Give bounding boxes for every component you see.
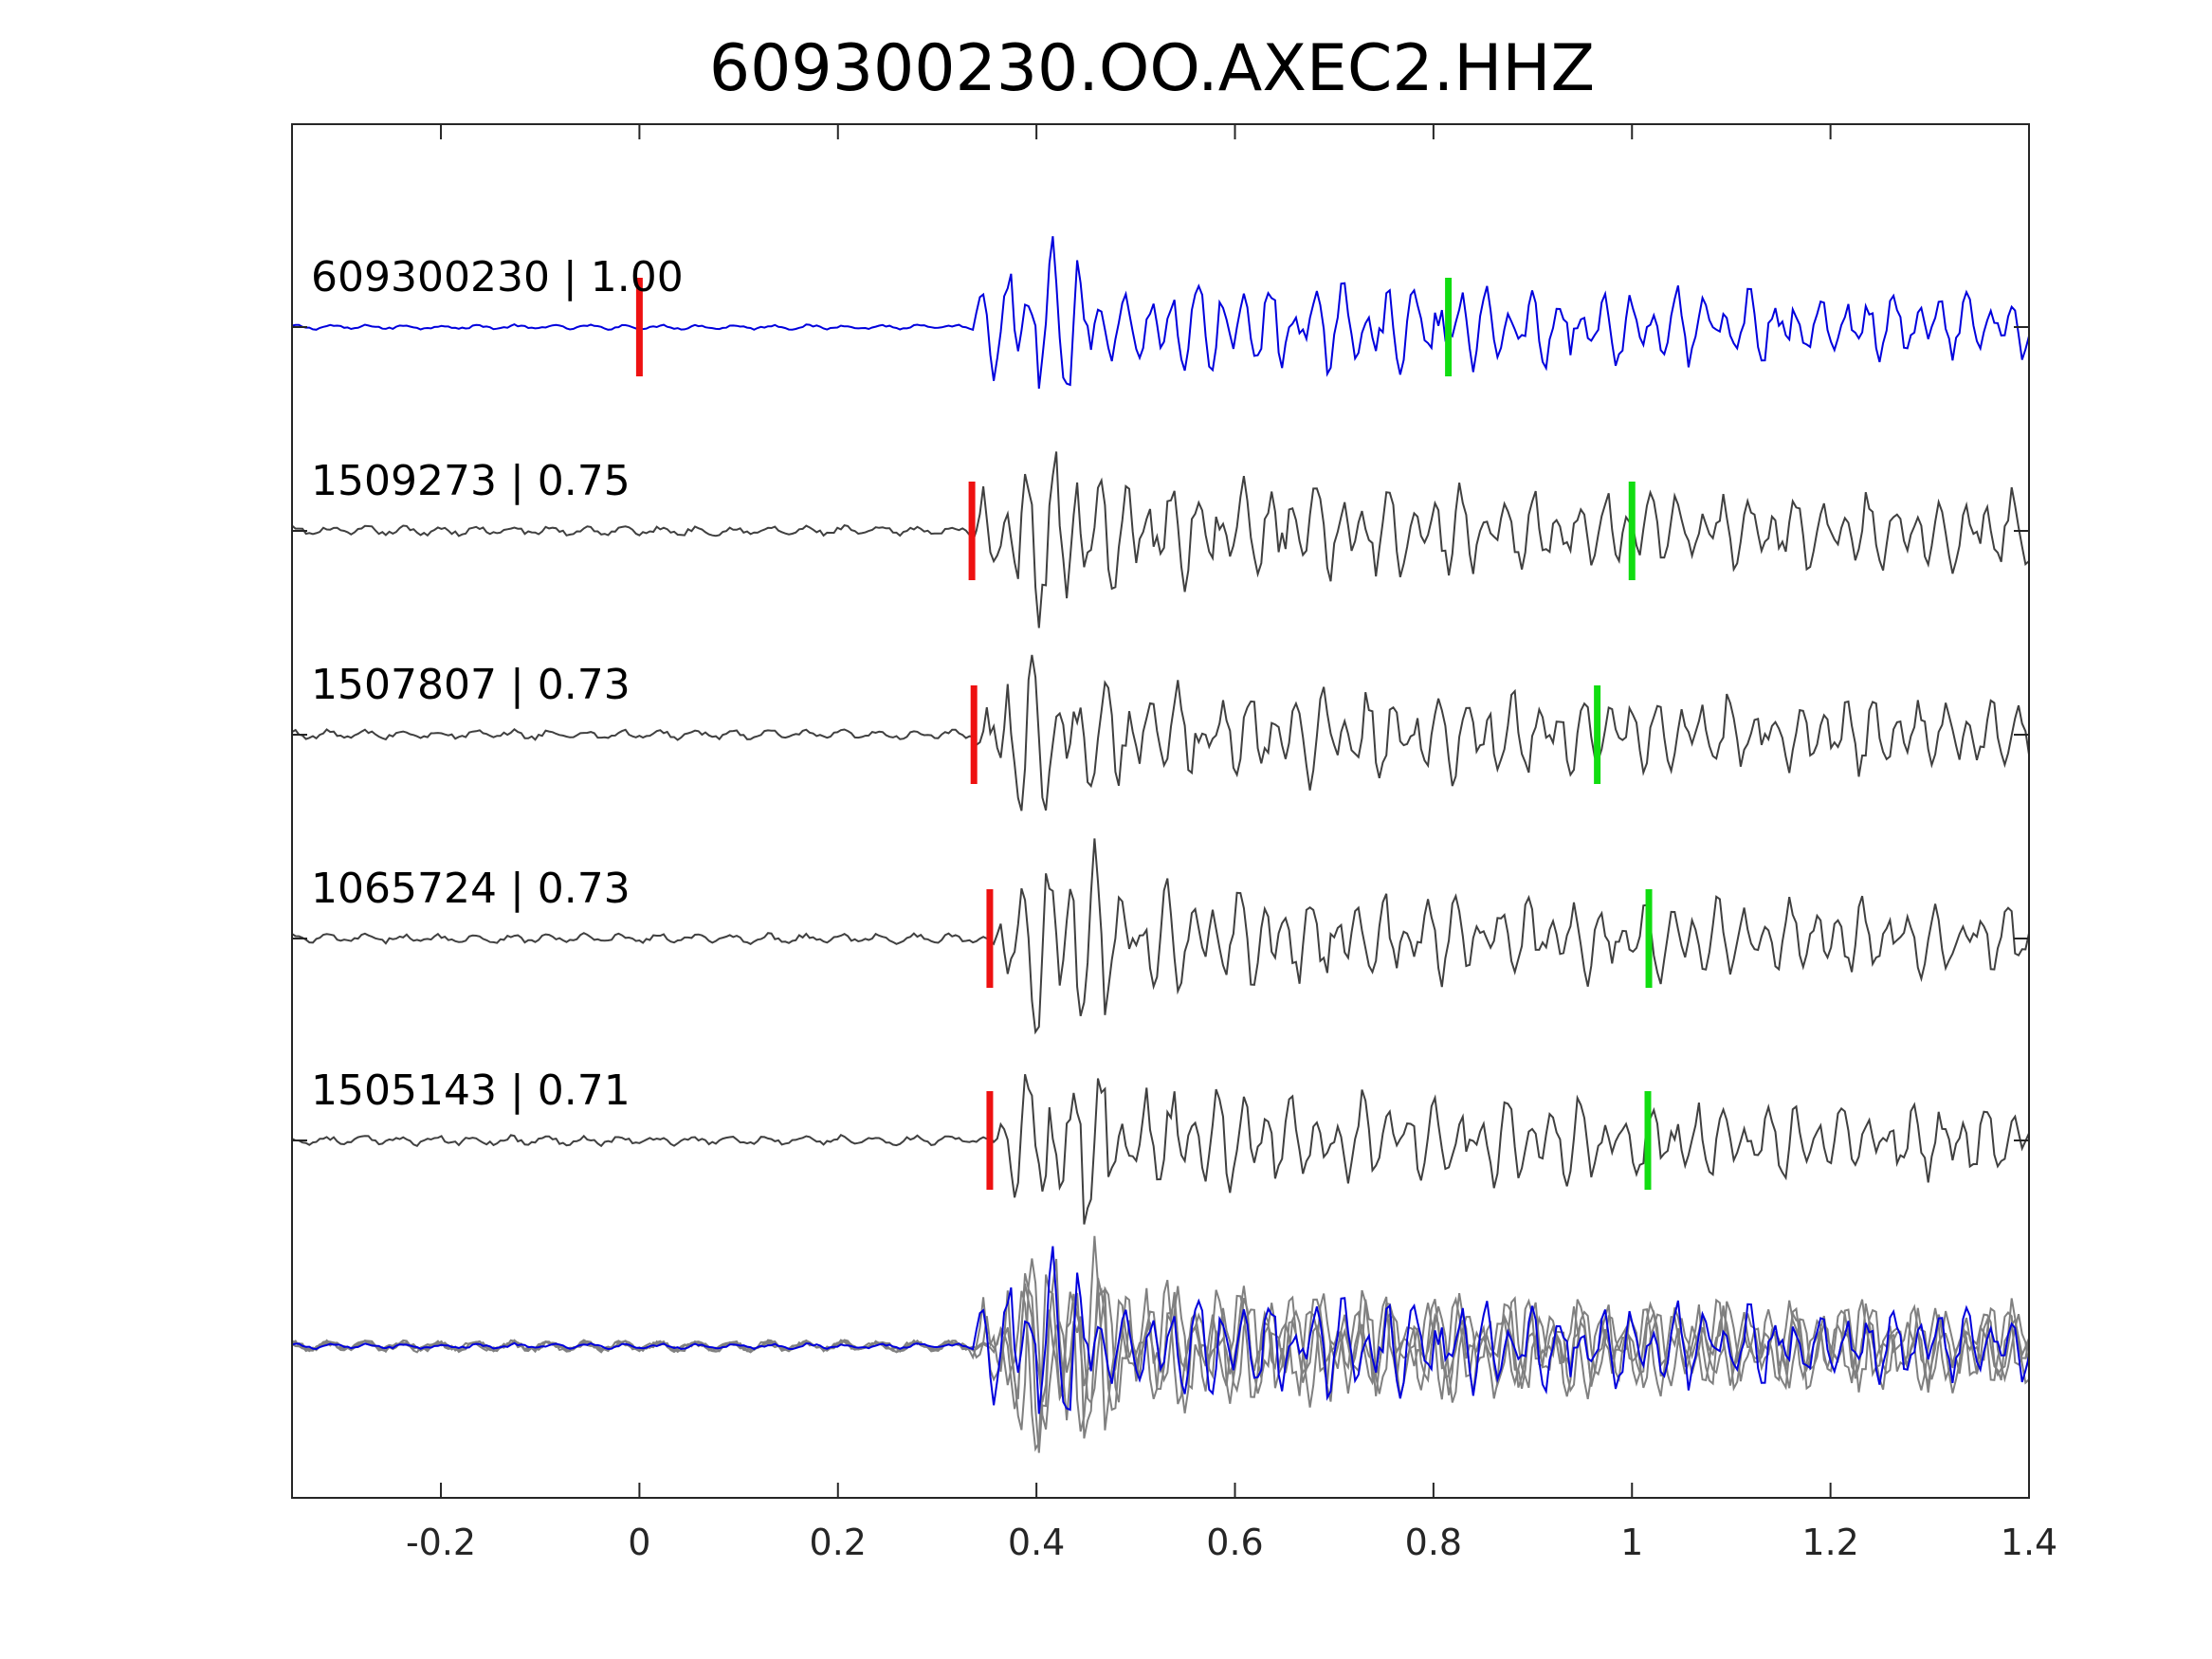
x-tick-label-2: 0.2: [810, 1522, 867, 1563]
trace-label-1: 609300230 | 1.00: [311, 253, 684, 301]
trace-label-5: 1505143 | 0.71: [311, 1066, 631, 1115]
x-tick-label-8: 1.4: [2001, 1522, 2057, 1563]
trace-label-2: 1509273 | 0.75: [311, 457, 631, 505]
x-tick-label-5: 0.8: [1405, 1522, 1462, 1563]
x-tick-label-6: 1: [1620, 1522, 1643, 1563]
trace-waveform-5: [291, 1073, 2030, 1225]
x-tick-label-0: -0.2: [406, 1522, 476, 1563]
overlay-waveform-master: [291, 1246, 2030, 1414]
trace-label-3: 1507807 | 0.73: [311, 661, 631, 709]
trace-label-4: 1065724 | 0.73: [311, 865, 631, 913]
overlay-waveform-neighbor-1: [291, 1258, 2030, 1453]
plot-area: 609300230 | 1.00 1509273 | 0.75 1507807 | …: [291, 236, 2030, 1453]
x-tick-label-7: 1.2: [1801, 1522, 1858, 1563]
axes-frame: [291, 123, 2030, 1499]
trace-waveform-2: [291, 451, 2030, 629]
x-axis: -0.2 0 0.2 0.4 0.6 0.8 1 1.2 1.4: [291, 123, 2057, 1563]
x-tick-label-4: 0.6: [1206, 1522, 1263, 1563]
chart-title: 609300230.OO.AXEC2.HHZ: [709, 31, 1595, 106]
overlay-waveform-neighbor-3: [291, 1235, 2030, 1452]
trace-waveform-3: [291, 654, 2030, 811]
trace-waveform-1: [291, 236, 2030, 390]
x-tick-label-1: 0: [628, 1522, 650, 1563]
overlay-waveform-neighbor-4: [291, 1272, 2030, 1439]
x-tick-label-3: 0.4: [1008, 1522, 1065, 1563]
trace-waveform-4: [291, 838, 2030, 1035]
